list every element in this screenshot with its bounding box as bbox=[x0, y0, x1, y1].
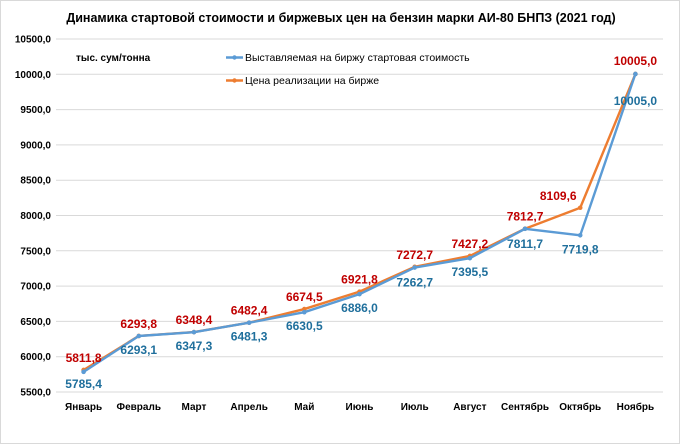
data-label: 10005,0 bbox=[614, 54, 658, 68]
data-label: 6630,5 bbox=[286, 319, 323, 333]
legend-entry: Цена реализации на бирже bbox=[245, 75, 379, 87]
data-label: 5811,8 bbox=[66, 351, 102, 365]
x-tick-label: Март bbox=[182, 402, 207, 413]
data-label: 6481,3 bbox=[231, 330, 268, 344]
data-label: 6482,4 bbox=[231, 304, 268, 318]
data-point bbox=[191, 329, 197, 335]
data-point bbox=[577, 205, 583, 211]
legend-swatch-marker bbox=[232, 55, 237, 60]
data-point bbox=[633, 71, 638, 77]
series-line bbox=[82, 73, 637, 372]
data-labels: 5811,8 6293,8 6348,4 6482,4 6674,5 6921,8 7272… bbox=[65, 54, 657, 391]
y-tick-label: 7000,0 bbox=[20, 282, 51, 293]
y-tick-label: 9000,0 bbox=[20, 140, 51, 151]
data-label: 6348,4 bbox=[176, 313, 213, 327]
data-label: 7395,5 bbox=[452, 265, 489, 279]
data-point bbox=[522, 226, 528, 232]
legend: Выставляемая на биржу стартовая стоимост… bbox=[226, 52, 470, 87]
data-label: 5785,4 bbox=[65, 377, 102, 391]
y-tick-label: 7500,0 bbox=[20, 246, 51, 257]
x-tick-label: Январь bbox=[65, 402, 102, 413]
data-label: 6921,8 bbox=[341, 273, 378, 287]
data-label: 6293,8 bbox=[120, 317, 157, 331]
data-point bbox=[302, 309, 307, 315]
data-label: 7719,8 bbox=[562, 242, 599, 256]
data-label: 6886,0 bbox=[341, 301, 378, 315]
y-tick-label: 9500,0 bbox=[20, 105, 51, 116]
x-tick-label: Ноябрь bbox=[617, 401, 654, 413]
y-tick-label: 6000,0 bbox=[20, 352, 51, 363]
data-point bbox=[81, 369, 86, 375]
data-label: 7811,7 bbox=[507, 237, 543, 251]
data-label: 7812,7 bbox=[507, 210, 544, 224]
unit-label: тыс. сум/тонна bbox=[76, 53, 151, 64]
legend-swatch-marker bbox=[232, 78, 237, 83]
x-tick-label: Июнь bbox=[346, 402, 374, 413]
y-tick-label: 6500,0 bbox=[20, 317, 51, 328]
data-label: 8109,6 bbox=[540, 189, 577, 203]
y-tick-label: 8000,0 bbox=[20, 211, 51, 222]
x-tick-label: Сентябрь bbox=[501, 401, 549, 413]
data-label: 7272,7 bbox=[396, 248, 433, 262]
legend-entry: Выставляемая на биржу стартовая стоимост… bbox=[245, 52, 470, 64]
data-label: 6347,3 bbox=[176, 339, 213, 353]
series-line bbox=[82, 73, 637, 373]
chart-title: Динамика стартовой стоимости и биржевых … bbox=[66, 11, 615, 25]
data-label: 6293,1 bbox=[120, 343, 157, 357]
series-lines bbox=[81, 71, 638, 375]
data-label: 6674,5 bbox=[286, 290, 323, 304]
x-tick-label: Май bbox=[294, 402, 314, 413]
data-point bbox=[412, 265, 417, 270]
gridlines bbox=[56, 38, 663, 393]
x-tick-label: Август bbox=[453, 402, 486, 413]
y-axis-ticks: 5500,0 6000,0 6500,0 7000,0 7500,0 8000,0 8500… bbox=[15, 35, 52, 399]
data-point bbox=[467, 255, 473, 261]
data-point bbox=[136, 333, 142, 339]
data-label: 10005,0 bbox=[614, 94, 658, 108]
x-axis-ticks: Январь Февраль Март Апрель Май Июнь Июль Август… bbox=[65, 401, 654, 413]
y-tick-label: 10000,0 bbox=[15, 70, 52, 81]
y-tick-label: 10500,0 bbox=[15, 35, 52, 46]
x-tick-label: Апрель bbox=[230, 402, 267, 413]
x-tick-label: Февраль bbox=[117, 402, 161, 413]
data-point bbox=[357, 291, 362, 297]
x-tick-label: Октябрь bbox=[559, 401, 601, 413]
data-point bbox=[577, 232, 583, 238]
x-tick-label: Июль bbox=[401, 402, 429, 413]
data-point bbox=[246, 320, 252, 326]
data-label: 7427,2 bbox=[452, 237, 489, 251]
y-tick-label: 8500,0 bbox=[20, 176, 51, 187]
data-label: 7262,7 bbox=[396, 276, 433, 290]
y-tick-label: 5500,0 bbox=[20, 388, 51, 399]
